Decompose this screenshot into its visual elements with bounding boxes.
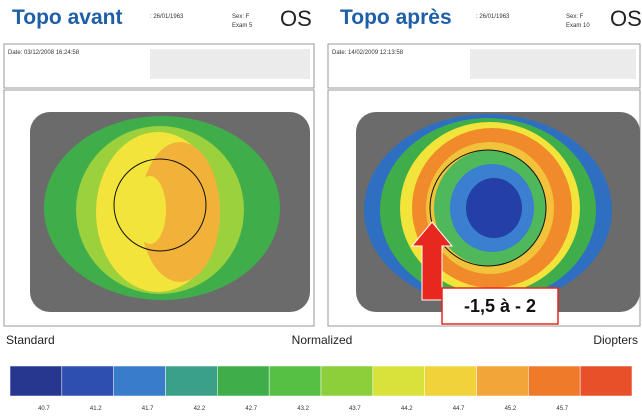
eye: OS: [280, 6, 312, 31]
date: Date: 03/12/2008 16:24:58: [8, 50, 80, 56]
screenshot: Topo avant : 26/01/1963 Sex: F Exam 5 OS…: [0, 0, 642, 416]
scale-cell: [373, 366, 425, 396]
scale-label: 44.2: [401, 406, 413, 412]
scale-cell: [580, 366, 632, 396]
scale-label: 42.2: [194, 406, 206, 412]
scale-cell: [166, 366, 218, 396]
annotation: -1,5 à - 2: [464, 296, 536, 316]
scale-cell: [217, 366, 269, 396]
info-blur: [470, 49, 636, 79]
map-left: [4, 90, 314, 326]
date: Date: 14/02/2009 12:13:58: [332, 50, 404, 56]
scale-cell: [477, 366, 529, 396]
scale-label: 44.7: [453, 406, 465, 412]
zone: [134, 176, 166, 244]
info-blur: [150, 49, 310, 79]
birth: : 26/01/1963: [476, 14, 510, 20]
scale-cell: [321, 366, 373, 396]
scale-cell: [114, 366, 166, 396]
scale-label: 45.2: [505, 406, 517, 412]
scale-cell: [269, 366, 321, 396]
birth: : 26/01/1963: [150, 14, 184, 20]
eye: OS: [610, 6, 642, 31]
scale-right: Diopters: [593, 333, 638, 347]
scale-cell: [10, 366, 62, 396]
scale-label: 45.7: [556, 406, 568, 412]
scale-center: Normalized: [292, 333, 353, 347]
exam: Exam 5: [232, 23, 253, 29]
scale-label: 43.7: [349, 406, 361, 412]
scale-cell: [528, 366, 580, 396]
scale-cell: [62, 366, 114, 396]
scale-label: 43.2: [297, 406, 309, 412]
sex: Sex: F: [232, 14, 250, 20]
zone: [466, 178, 522, 238]
scale-left: Standard: [6, 333, 55, 347]
scale-cell: [425, 366, 477, 396]
panel-title: Topo avant: [12, 6, 122, 29]
sex: Sex: F: [566, 14, 584, 20]
exam: Exam 10: [566, 23, 590, 29]
map-right: -1,5 à - 2: [328, 90, 640, 326]
scale-label: 40.7: [38, 406, 50, 412]
scale-label: 41.2: [90, 406, 102, 412]
panel-title: Topo après: [340, 6, 452, 29]
scale-label: 41.7: [142, 406, 154, 412]
scale-label: 42.7: [245, 406, 257, 412]
